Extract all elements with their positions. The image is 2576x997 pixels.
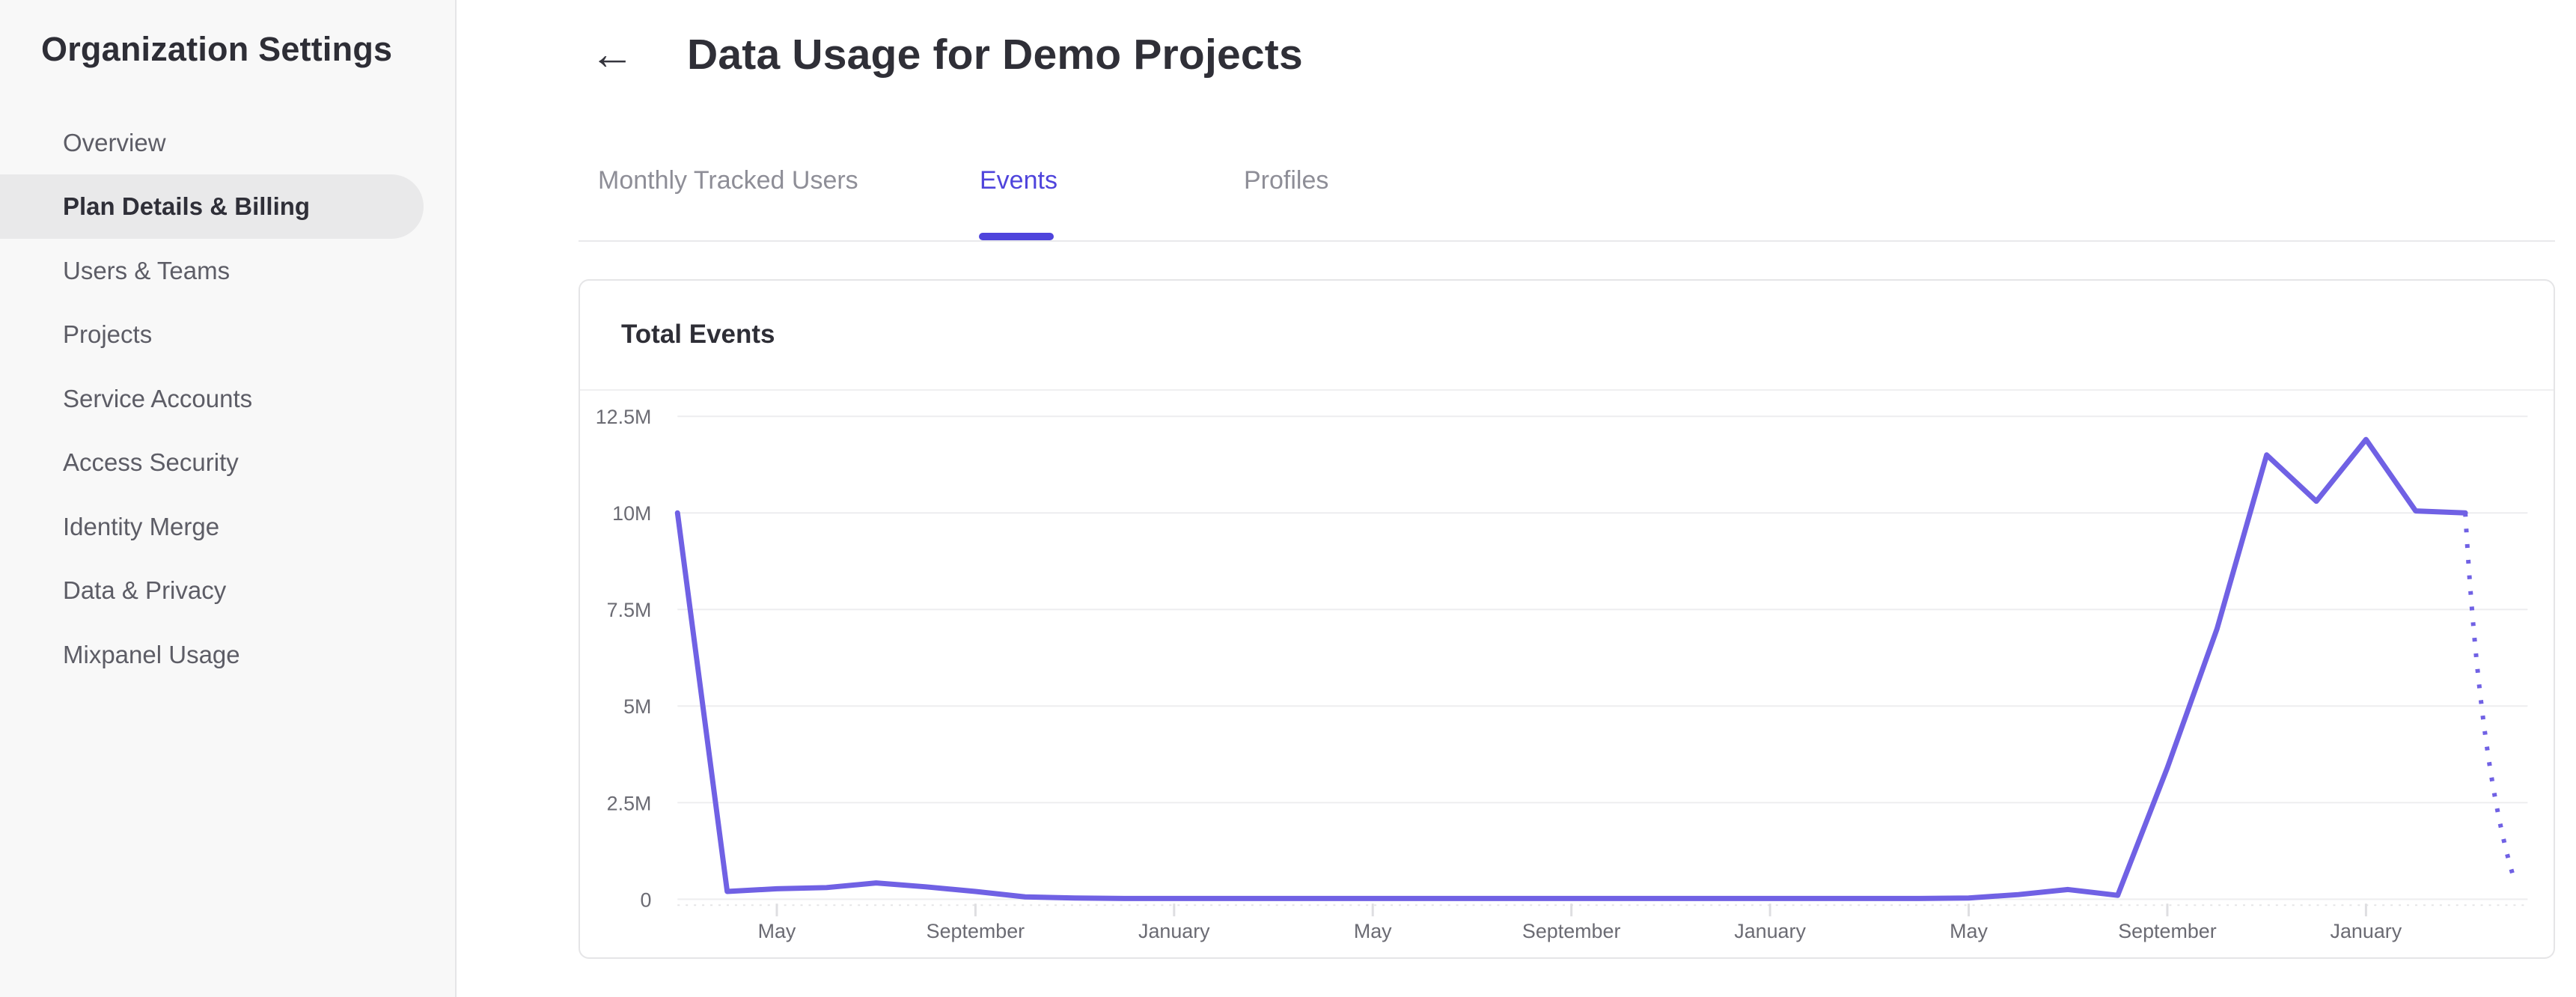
x-axis-label: January xyxy=(1138,920,1210,942)
total-events-line-projected xyxy=(2463,513,2518,883)
sidebar-item-projects[interactable]: Projects xyxy=(63,320,153,348)
total-events-chart[interactable]: 12.5M 10M 7.5M 5M 2.5M 0 May September January Ma… xyxy=(580,281,2554,957)
x-axis-label: May xyxy=(758,920,796,942)
total-events-line xyxy=(674,436,2468,901)
sidebar-item-identity-merge[interactable]: Identity Merge xyxy=(63,513,220,540)
y-axis-label: 7.5M xyxy=(607,599,652,621)
back-button[interactable]: ← xyxy=(582,25,642,82)
sidebar-item-plan-details-billing[interactable]: Plan Details & Billing xyxy=(0,174,424,239)
y-axis-label: 10M xyxy=(612,502,651,525)
x-axis-label: September xyxy=(2118,920,2217,942)
tab-monthly-tracked-users[interactable]: Monthly Tracked Users xyxy=(598,166,858,195)
active-tab-indicator xyxy=(979,233,1054,240)
sidebar-title: Organization Settings xyxy=(41,30,393,68)
page-title: Data Usage for Demo Projects xyxy=(687,31,1303,79)
sidebar-item-overview[interactable]: Overview xyxy=(63,129,166,156)
sidebar-item-access-security[interactable]: Access Security xyxy=(63,448,239,476)
sidebar-item-service-accounts[interactable]: Service Accounts xyxy=(63,385,253,412)
sidebar-item-mixpanel-usage[interactable]: Mixpanel Usage xyxy=(63,641,240,668)
y-axis-label: 12.5M xyxy=(596,406,652,428)
y-axis-label: 0 xyxy=(640,888,651,911)
x-axis-label: May xyxy=(1354,920,1392,942)
sidebar-item-data-privacy[interactable]: Data & Privacy xyxy=(63,576,227,604)
x-axis-label: January xyxy=(1734,920,1806,942)
tab-events[interactable]: Events xyxy=(980,166,1057,195)
y-axis-label: 5M xyxy=(623,695,651,718)
x-axis-label: September xyxy=(1522,920,1621,942)
x-axis-label: May xyxy=(1950,920,1988,942)
tabs-divider xyxy=(579,240,2555,242)
total-events-card: 12.5M 10M 7.5M 5M 2.5M 0 May September January Ma… xyxy=(579,279,2555,959)
tab-profiles[interactable]: Profiles xyxy=(1244,166,1329,195)
y-axis-label: 2.5M xyxy=(607,792,652,814)
card-title: Total Events xyxy=(621,320,775,349)
card-divider xyxy=(580,389,2554,391)
sidebar: Organization Settings Overview Plan Deta… xyxy=(0,0,457,997)
arrow-left-icon: ← xyxy=(590,28,635,79)
sidebar-item-users-teams[interactable]: Users & Teams xyxy=(63,257,231,284)
x-axis-label: January xyxy=(2331,920,2402,942)
x-axis-label: September xyxy=(927,920,1025,942)
